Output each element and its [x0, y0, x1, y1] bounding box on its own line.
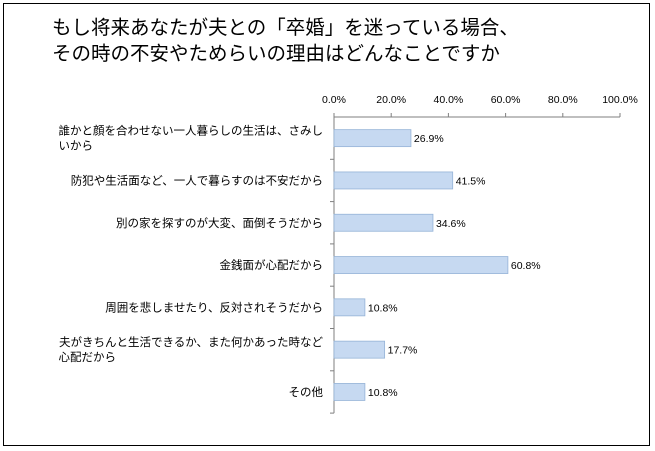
- bar: [333, 298, 366, 317]
- bar: [333, 340, 386, 359]
- x-tick-label: 40.0%: [434, 94, 464, 106]
- chart-title-line-2: その時の不安やためらいの理由はどんなことですか: [52, 42, 500, 65]
- category-label: 夫がきちんと生活できるか、また何かあった時など: [59, 335, 324, 349]
- category-label: いから: [59, 139, 94, 153]
- category-label: 周囲を悲しませたり、反対されそうだから: [105, 300, 323, 314]
- x-tick-label: 80.0%: [548, 94, 578, 106]
- x-tick-label: 0.0%: [322, 94, 346, 106]
- category-label: 誰かと顔を合わせない一人暮らしの生活は、さみし: [59, 124, 324, 138]
- category-label: 防犯や生活面など、一人で暮らすのは不安だから: [71, 173, 323, 187]
- bar-value-label: 34.6%: [436, 218, 466, 230]
- bar: [333, 213, 434, 232]
- category-label: 心配だから: [59, 350, 117, 364]
- category-label: その他: [289, 385, 324, 399]
- bar-value-label: 10.8%: [368, 387, 398, 399]
- chart-frame: [3, 3, 650, 446]
- bar-value-label: 60.8%: [511, 260, 541, 272]
- category-label: 金銭面が心配だから: [220, 258, 324, 272]
- bar-value-label: 10.8%: [368, 302, 398, 314]
- bar: [333, 129, 412, 148]
- x-tick-label: 60.0%: [491, 94, 521, 106]
- bar: [333, 256, 509, 274]
- x-tick-label: 100.0%: [602, 94, 638, 106]
- bar-value-label: 26.9%: [414, 133, 444, 145]
- chart-title: もし将来あなたが夫との「卒婚」を迷っている場合、 その時の不安やためらいの理由は…: [52, 15, 642, 67]
- category-label: 別の家を探すのが大変、面倒そうだから: [116, 216, 323, 230]
- x-tick-label: 20.0%: [376, 94, 406, 106]
- bar: [333, 383, 366, 401]
- bar-value-label: 41.5%: [456, 175, 486, 187]
- chart-title-line-1: もし将来あなたが夫との「卒婚」を迷っている場合、: [52, 16, 519, 39]
- bar-value-label: 17.7%: [388, 345, 418, 357]
- bar: [333, 171, 454, 190]
